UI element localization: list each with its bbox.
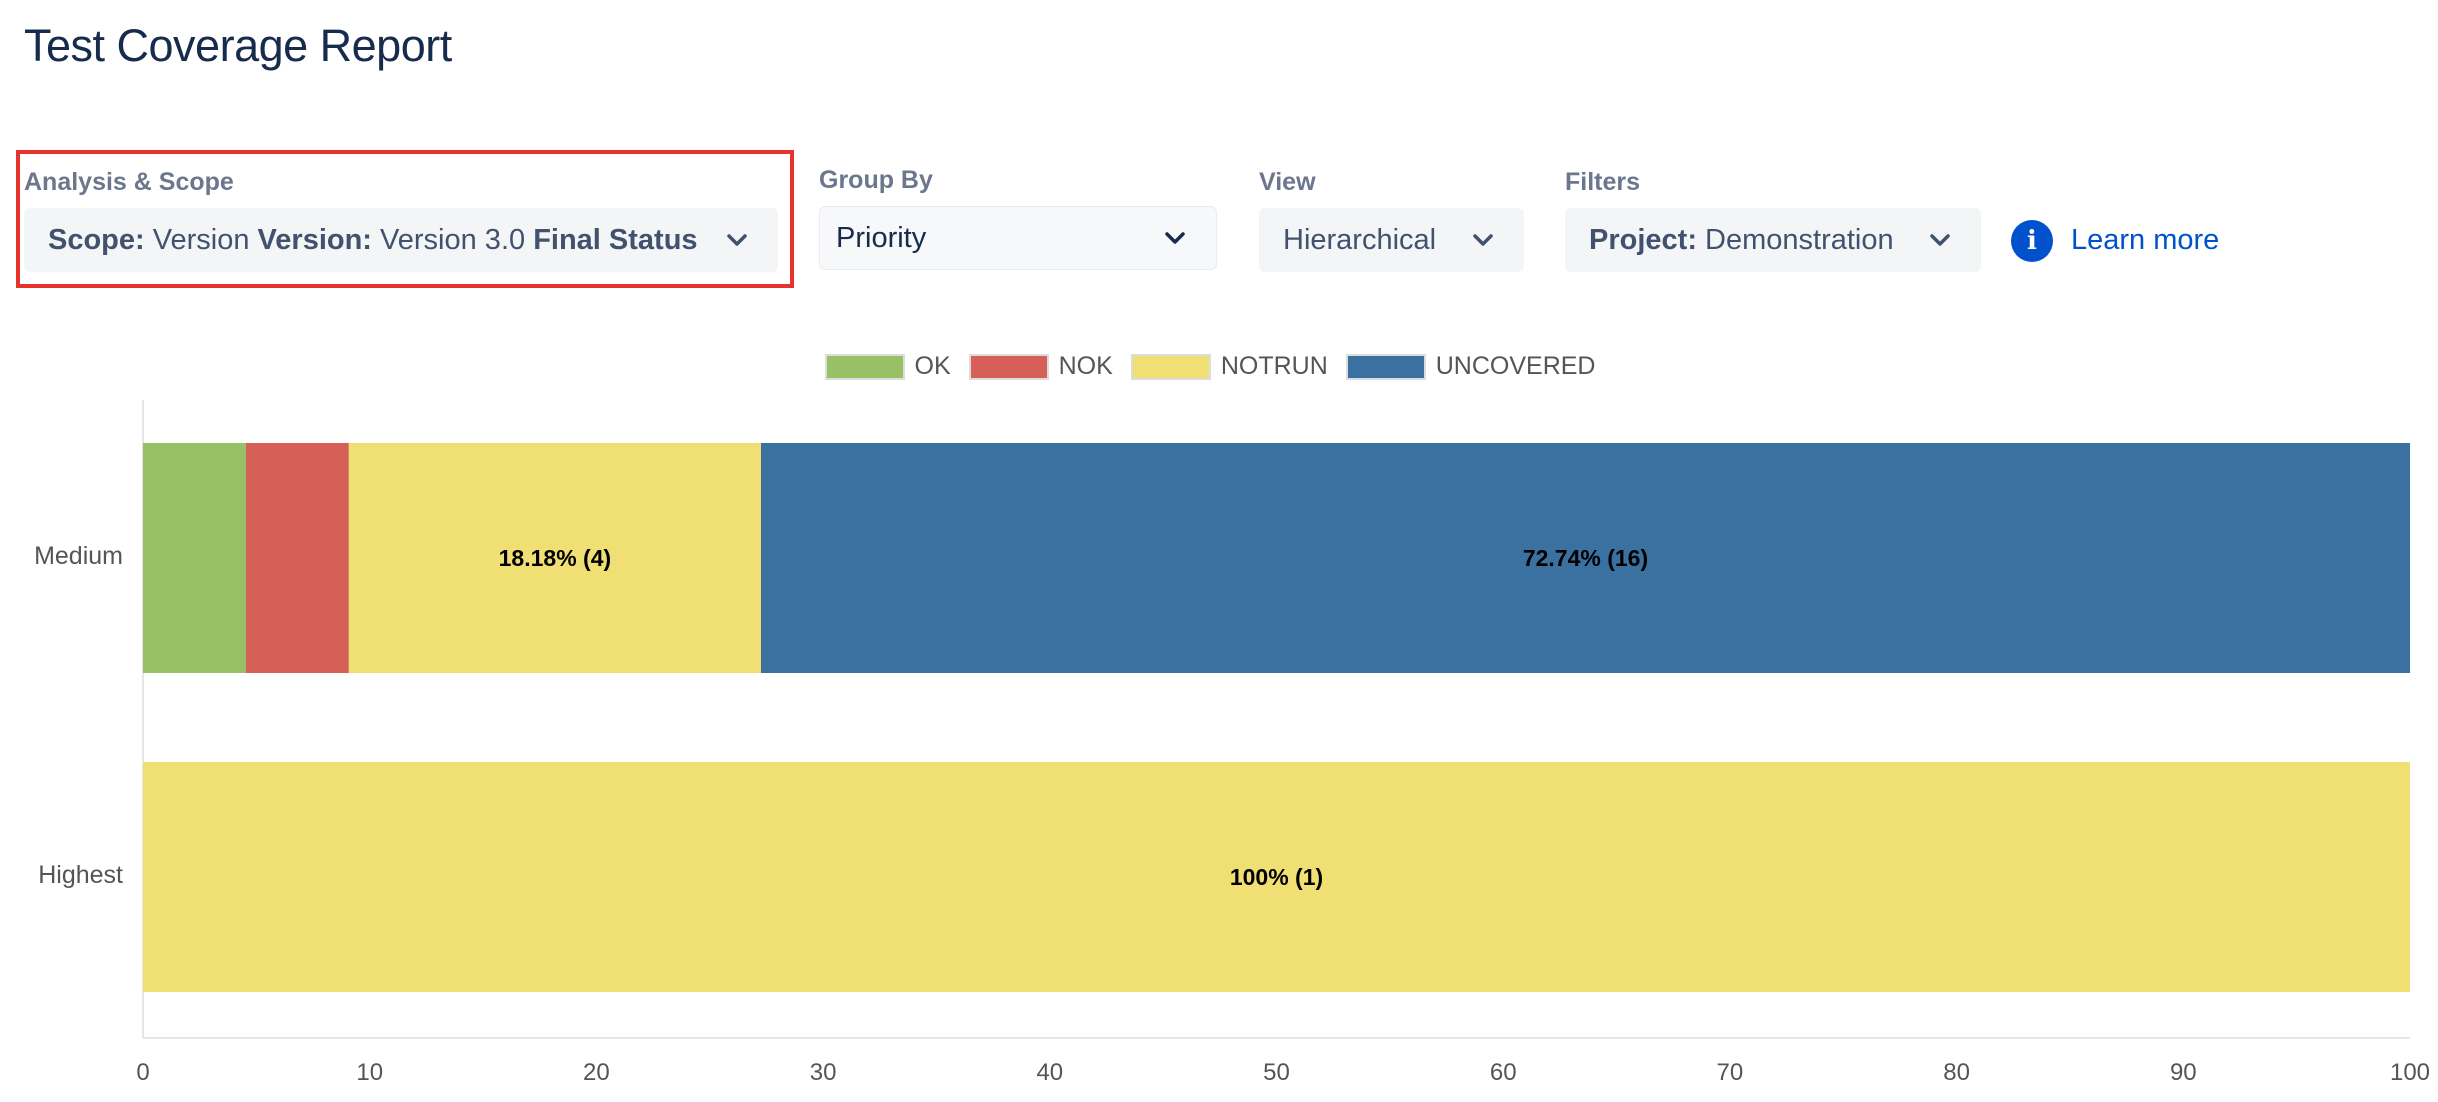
bar-notrun-highest[interactable] [143,762,2410,992]
category-label: Medium [34,542,123,570]
legend-label-nok: NOK [1058,352,1113,380]
page-title: Test Coverage Report [24,20,452,71]
chevron-down-icon [1930,234,1950,246]
filters-label: Filters [1565,168,1641,196]
legend-swatch-nok [968,353,1049,380]
legend-item-nok[interactable]: NOK [968,352,1113,381]
legend-label-notrun: NOTRUN [1220,352,1328,380]
group-by-label: Group By [819,166,933,194]
highlight-box [16,150,794,288]
legend-label-ok: OK [914,352,951,380]
view-value: Hierarchical [1283,223,1437,256]
group-by-value: Priority [836,221,927,254]
x-tick-label: 40 [1036,1059,1063,1086]
bar-uncovered-medium[interactable] [760,443,2411,673]
legend-item-uncovered[interactable]: UNCOVERED [1345,352,1596,381]
info-icon[interactable]: i [2011,220,2053,262]
chevron-down-icon [1165,232,1185,244]
x-tick-label: 70 [1717,1059,1744,1086]
data-label: 72.74% (16) [1523,545,1648,571]
x-tick-label: 50 [1263,1059,1290,1086]
chevron-down-icon [1473,234,1493,246]
bar-ok-medium[interactable] [143,443,246,673]
legend-item-ok[interactable]: OK [824,352,951,381]
chevron-down-icon [727,234,747,246]
x-tick-label: 90 [2170,1059,2197,1086]
legend-item-notrun[interactable]: NOTRUN [1130,352,1328,381]
x-tick-label: 0 [136,1059,149,1086]
analysis-scope-value: Scope: Version Version: Version 3.0 Fina… [48,223,698,256]
x-tick-label: 10 [356,1059,383,1086]
analysis-scope-dropdown[interactable]: Scope: Version Version: Version 3.0 Fina… [24,208,778,272]
coverage-bar-chart: 18.18% (4) 72.74% (16) Medium 100% (1) Highe… [34,400,2430,1086]
category-label: Highest [38,861,123,889]
legend-swatch-ok [824,353,905,380]
learn-more-link[interactable]: Learn more [2071,224,2220,256]
view-dropdown[interactable]: Hierarchical [1259,208,1524,272]
x-tick-label: 30 [810,1059,837,1086]
x-tick-label: 20 [583,1059,610,1086]
legend-swatch-uncovered [1345,353,1426,380]
x-tick-label: 100 [2390,1059,2430,1086]
filters-dropdown[interactable]: Project: Demonstration [1565,208,1981,272]
view-label: View [1259,168,1316,196]
chart-legend: OK NOK NOTRUN UNCOVERED [0,352,2438,381]
x-tick-label: 60 [1490,1059,1517,1086]
group-by-dropdown[interactable]: Priority [819,206,1217,270]
data-label: 18.18% (4) [499,545,612,571]
bar-nok-medium[interactable] [245,443,349,673]
analysis-scope-label: Analysis & Scope [24,168,234,196]
bar-notrun-medium[interactable] [348,443,761,673]
filters-value: Project: Demonstration [1589,223,1894,256]
x-tick-label: 80 [1943,1059,1970,1086]
legend-swatch-notrun [1130,353,1211,380]
data-label: 100% (1) [1230,864,1323,890]
legend-label-uncovered: UNCOVERED [1435,352,1596,380]
